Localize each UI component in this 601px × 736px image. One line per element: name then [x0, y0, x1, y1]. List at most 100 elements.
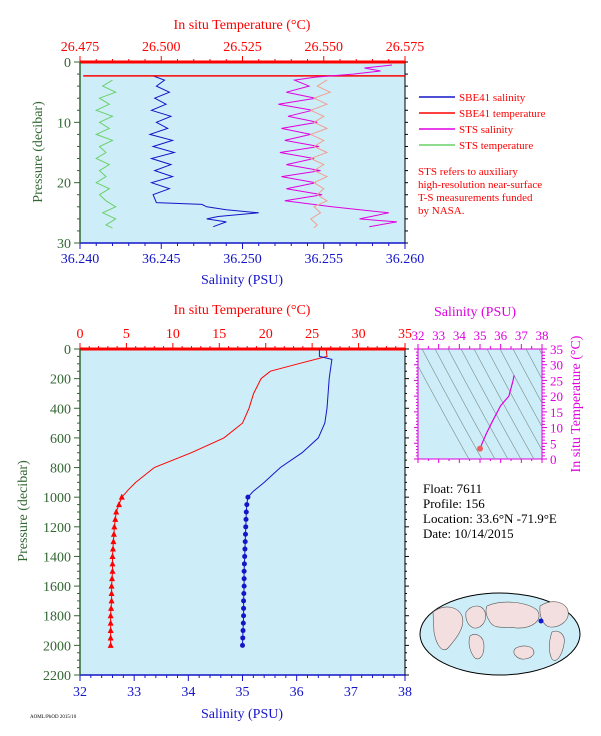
density-contour: [460, 349, 522, 459]
p1-bottom-tick-label: 36.255: [305, 252, 344, 267]
temperature-marker: [108, 597, 115, 604]
p3-y-tick-label: 35: [550, 342, 563, 357]
salinity-marker: [243, 509, 249, 515]
p3-y-tick-label: 5: [550, 436, 557, 451]
legend-note-line: high-resolution near-surface: [418, 179, 542, 191]
legend-label: SBE41 salinity: [459, 92, 526, 104]
p1-series-line: [309, 79, 332, 229]
p2-top-tick-label: 30: [352, 327, 366, 342]
p2-top-tick-label: 35: [398, 327, 412, 342]
p1-series-line: [94, 79, 117, 229]
p2-bottom-tick-label: 32: [73, 685, 87, 700]
p3-x-tick-label: 35: [474, 328, 487, 343]
date: Date: 10/14/2015: [423, 526, 514, 541]
p3-x-tick-label: 36: [494, 328, 508, 343]
p2-bottom-tick-label: 34: [181, 685, 195, 700]
p3-y-tick-label: 30: [550, 358, 563, 373]
p2-y-tick-label: 1000: [43, 491, 71, 506]
p1-y-tick-label: 30: [57, 237, 71, 252]
p1-bottom-tick-label: 36.260: [386, 252, 425, 267]
p3-y-axis-title: In situ Temperature (°C): [569, 335, 584, 472]
salinity-marker: [244, 502, 250, 508]
float-location-marker: [538, 618, 544, 624]
p1-series: [83, 64, 405, 229]
p1-y-tick-labels: 0 10 20 30: [57, 56, 71, 252]
salinity-marker: [243, 516, 249, 522]
p2-y-tick-label: 1800: [43, 610, 71, 625]
temperature-marker: [107, 612, 114, 619]
density-contour: [499, 349, 542, 428]
temperature-marker: [109, 552, 116, 559]
p3-plot-area: [417, 348, 543, 460]
p1-x-axis-title: Salinity (PSU): [201, 273, 283, 288]
legend-label: STS salinity: [459, 124, 514, 136]
p2-y-tick-labels: 0 200 400 600 800 1000 1200 1400 1600 1800 2000 220…: [43, 343, 71, 684]
p2-y-tick-label: 600: [50, 432, 71, 447]
temperature-marker: [110, 530, 117, 537]
temperature-marker: [118, 493, 125, 500]
p3-x-tick-label: 38: [536, 328, 549, 343]
p2-top-tick-label: 25: [305, 327, 319, 342]
p3-y-tick-label: 10: [550, 421, 563, 436]
temperature-marker: [108, 582, 115, 589]
ts-deep-point: [477, 445, 483, 452]
p2-top-axis-title: In situ Temperature (°C): [174, 303, 311, 318]
p2-y-tick-label: 400: [50, 402, 71, 417]
density-contour: [421, 349, 483, 459]
salinity-marker: [242, 553, 248, 559]
salinity-marker: [241, 591, 247, 596]
density-contour: [512, 349, 542, 404]
p2-series: [107, 348, 333, 648]
p2-bottom-tick-labels: 32 33 34 35 36 37 38: [73, 685, 412, 700]
temperature-marker: [107, 619, 114, 626]
ts-diagram: Salinity (PSU) 32 33 34 35 36 37 38 0510152025…: [412, 305, 585, 472]
p2-y-tick-label: 1200: [43, 521, 71, 536]
temperature-marker: [111, 523, 118, 530]
legend-note-line: STS refers to auxiliary: [418, 166, 518, 178]
salinity-marker: [245, 494, 251, 500]
p2-y-tick-label: 2000: [43, 639, 71, 654]
density-contour: [418, 365, 470, 459]
density-contour: [473, 349, 535, 459]
p2-x-axis-title: Salinity (PSU): [201, 707, 283, 722]
salinity-marker: [240, 620, 246, 626]
float-id: Float: 7611: [423, 481, 482, 496]
salinity-marker: [240, 635, 246, 641]
legend-label: SBE41 temperature: [459, 108, 546, 120]
salinity-marker: [241, 568, 247, 574]
p2-bottom-tick-label: 38: [398, 685, 412, 700]
density-contour: [525, 349, 542, 380]
p1-top-tick-label: 26.525: [223, 40, 262, 55]
salinity-marker: [241, 613, 247, 619]
p1-axes: [74, 56, 408, 249]
p2-top-tick-labels: 0 5 10 15 20 25 30 35: [77, 327, 413, 342]
p1-bottom-tick-label: 36.245: [142, 252, 181, 267]
p2-y-tick-label: 800: [50, 462, 71, 477]
temperature-marker: [112, 515, 119, 522]
p1-top-axis-title: In situ Temperature (°C): [174, 18, 311, 33]
p1-series-line: [148, 75, 259, 228]
temperature-marker: [116, 501, 122, 508]
p1-bottom-tick-label: 36.250: [223, 252, 262, 267]
temperature-marker: [107, 634, 114, 641]
p2-top-tick-label: 15: [212, 327, 226, 342]
p3-x-tick-label: 32: [412, 328, 425, 343]
p3-density-contours: [418, 349, 542, 459]
p3-x-tick-label: 37: [515, 328, 529, 343]
p1-y-tick-label: 10: [57, 116, 71, 131]
p3-x-axis-title: Salinity (PSU): [434, 305, 516, 320]
p2-y-tick-label: 0: [64, 343, 71, 358]
p1-y-tick-label: 0: [64, 56, 71, 71]
profile-number: Profile: 156: [423, 496, 485, 511]
p1-y-tick-label: 20: [57, 177, 71, 192]
ts-curve: [479, 375, 515, 449]
world-map: [419, 592, 581, 676]
density-contour: [486, 349, 542, 451]
temperature-marker: [113, 508, 120, 515]
p3-x-tick-label: 34: [453, 328, 467, 343]
p2-top-tick-label: 20: [259, 327, 273, 342]
p1-bottom-tick-labels: 36.240 36.245 36.250 36.255 36.260: [61, 252, 425, 267]
salinity-marker: [241, 598, 247, 604]
p1-top-tick-label: 26.575: [386, 40, 425, 55]
